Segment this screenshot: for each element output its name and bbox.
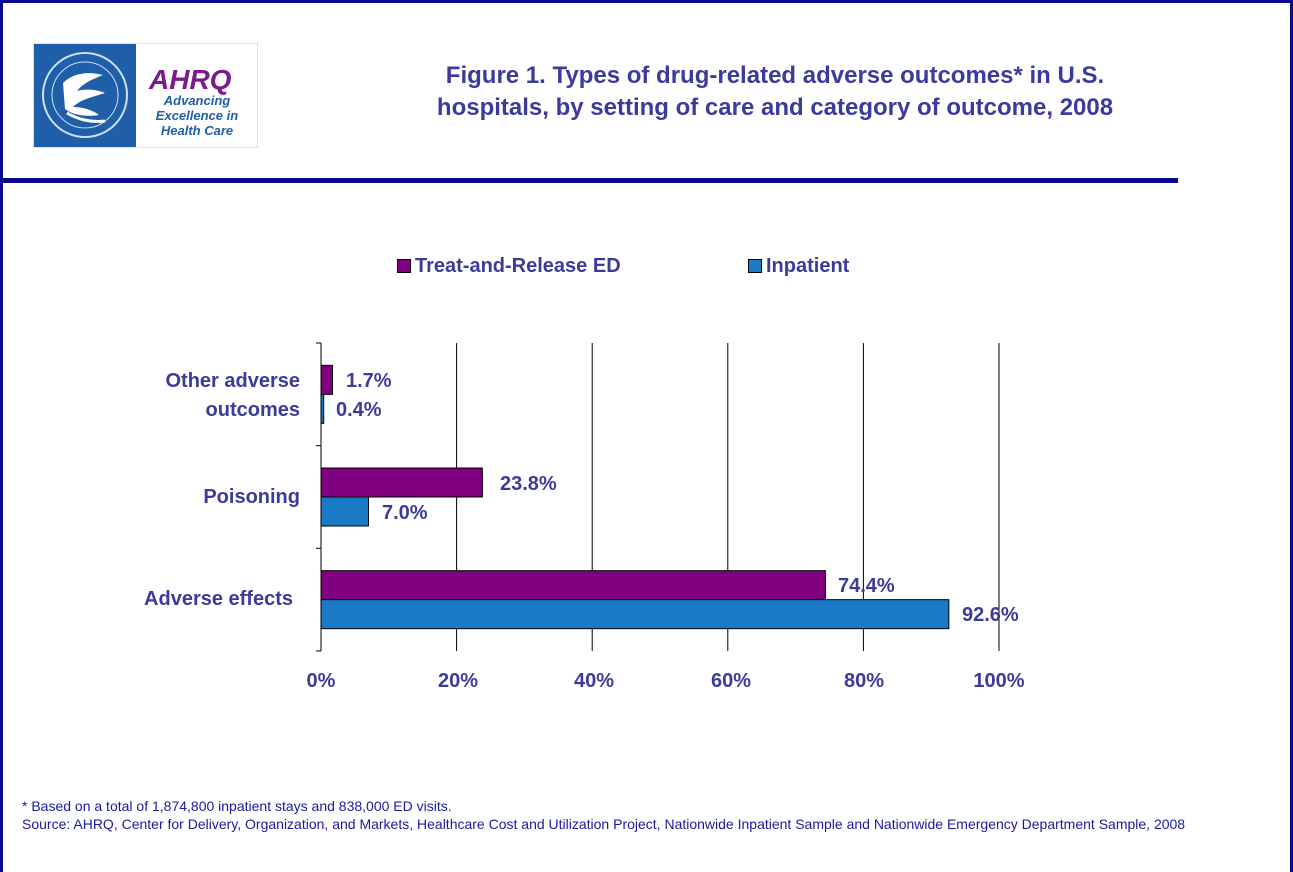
legend-swatch-inpatient bbox=[748, 259, 762, 273]
legend-label-ed: Treat-and-Release ED bbox=[415, 254, 621, 277]
bar-inpatient-poisoning bbox=[320, 496, 369, 527]
chart-title-line-2: hospitals, by setting of care and catego… bbox=[436, 94, 1114, 121]
category-label-poisoning-line-1: Poisoning bbox=[203, 486, 300, 508]
value-label-ed-poisoning: 23.8% bbox=[500, 473, 557, 495]
category-label-other-line-2: outcomes bbox=[205, 399, 300, 421]
logo-tagline-3: Health Care bbox=[161, 123, 233, 138]
x-tick-label-20: 20% bbox=[437, 670, 479, 692]
bar-ed-other-adverse-outcomes bbox=[320, 364, 334, 395]
category-label-poisoning: Poisoning bbox=[60, 483, 300, 512]
hhs-eagle-seal-icon bbox=[34, 44, 136, 147]
footnote: * Based on a total of 1,874,800 inpatien… bbox=[22, 797, 1272, 833]
bar-ed-adverse-effects bbox=[320, 570, 826, 601]
logo-tagline-2: Excellence in bbox=[156, 108, 238, 123]
category-label-adverse-effects-line-1: Adverse effects bbox=[144, 588, 293, 610]
legend-swatch-ed bbox=[397, 259, 411, 273]
logo-tagline-1: Advancing bbox=[163, 93, 231, 108]
value-label-inpatient-poisoning: 7.0% bbox=[382, 502, 428, 524]
header-rule bbox=[0, 178, 1178, 183]
chart-legend: Treat-and-Release ED Inpatient bbox=[0, 254, 1293, 278]
bar-ed-poisoning bbox=[320, 467, 483, 498]
legend-label-inpatient: Inpatient bbox=[766, 254, 850, 277]
logo-graphic: AHRQ Advancing Excellence in Health Care bbox=[32, 42, 259, 149]
legend-item-inpatient: Inpatient bbox=[748, 254, 849, 278]
bar-inpatient-adverse-effects bbox=[320, 599, 950, 630]
value-label-inpatient-adverse-effects: 92.6% bbox=[962, 604, 1019, 626]
value-label-ed-other: 1.7% bbox=[346, 370, 392, 392]
logo-brand: AHRQ bbox=[148, 64, 232, 95]
category-label-other-line-1: Other adverse bbox=[165, 370, 300, 392]
chart-title-line-1: Figure 1. Types of drug-related adverse … bbox=[445, 62, 1105, 89]
category-label-adverse-effects: Adverse effects bbox=[60, 585, 293, 614]
ahrq-logo: AHRQ Advancing Excellence in Health Care bbox=[32, 42, 259, 149]
value-label-ed-adverse-effects: 74.4% bbox=[838, 575, 895, 597]
x-tick-label-0: 0% bbox=[306, 670, 336, 692]
category-label-other: Other adverse outcomes bbox=[60, 367, 300, 425]
x-tick-label-40: 40% bbox=[573, 670, 615, 692]
x-tick-label-80: 80% bbox=[843, 670, 885, 692]
bar-inpatient-other-adverse-outcomes bbox=[320, 393, 325, 424]
legend-item-ed: Treat-and-Release ED bbox=[397, 254, 621, 278]
x-tick-label-100: 100% bbox=[973, 670, 1025, 692]
value-label-inpatient-other: 0.4% bbox=[336, 399, 382, 421]
footnote-source: Source: AHRQ, Center for Delivery, Organ… bbox=[22, 816, 1186, 832]
x-tick-label-60: 60% bbox=[710, 670, 752, 692]
chart-title: Figure 1. Types of drug-related adverse … bbox=[300, 60, 1250, 124]
footnote-basis: * Based on a total of 1,874,800 inpatien… bbox=[22, 798, 452, 814]
